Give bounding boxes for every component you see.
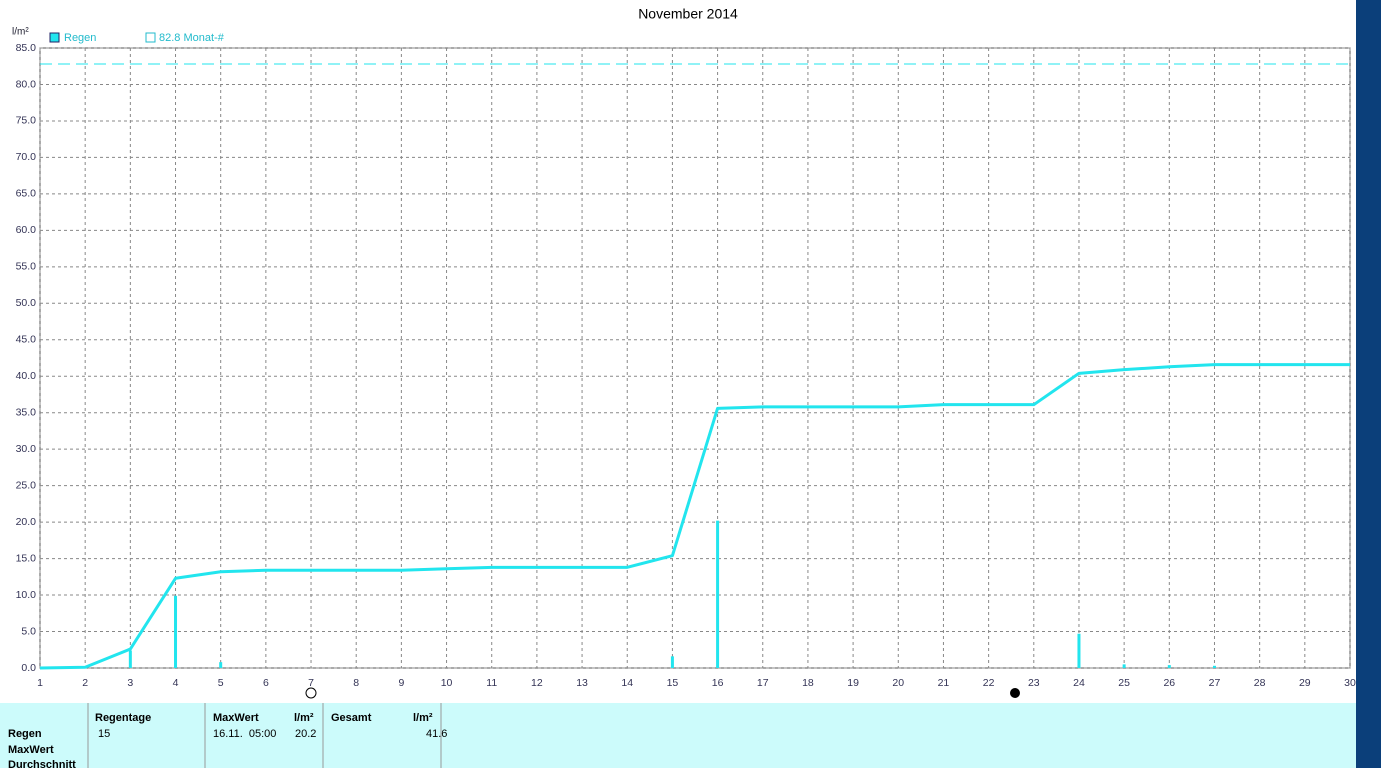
plot: 0.0 5.0 10.0 15.0 20.0 25.0 30.0 35.0 40.0 45.0 50… xyxy=(16,42,1356,689)
bar xyxy=(219,662,223,668)
cell: 20.2 xyxy=(295,728,316,740)
x-tick-label: 2 xyxy=(82,677,88,689)
x-tick-label: 9 xyxy=(398,677,404,689)
cell: 16.11. 05:00 xyxy=(213,728,276,740)
x-tick-label: 21 xyxy=(938,677,950,689)
row-label: MaxWert xyxy=(8,744,54,756)
x-tick-label: 7 xyxy=(308,677,314,689)
bar xyxy=(1122,664,1126,668)
bar xyxy=(670,656,674,668)
y-tick-label: 55.0 xyxy=(16,261,37,273)
x-tick-label: 1 xyxy=(37,677,43,689)
y-tick-label: 20.0 xyxy=(16,516,37,528)
bar xyxy=(128,650,132,668)
y-tick-label: 60.0 xyxy=(16,224,37,236)
legend-label: 82.8 Monat-# xyxy=(159,32,225,44)
y-tick-label: 45.0 xyxy=(16,334,37,346)
y-tick-label: 15.0 xyxy=(16,552,37,564)
x-tick-label: 25 xyxy=(1118,677,1130,689)
y-tick-label: 75.0 xyxy=(16,115,37,127)
column-header: l/m² xyxy=(294,712,314,724)
legend-label: Regen xyxy=(64,32,96,44)
bar xyxy=(1212,665,1216,668)
bar xyxy=(1167,665,1171,668)
x-tick-label: 13 xyxy=(576,677,588,689)
x-tick-label: 27 xyxy=(1209,677,1221,689)
x-tick-label: 8 xyxy=(353,677,359,689)
y-tick-label: 30.0 xyxy=(16,443,37,455)
summary-panel xyxy=(0,703,1356,768)
x-tick-label: 18 xyxy=(802,677,814,689)
y-tick-label: 80.0 xyxy=(16,78,37,90)
moon-full xyxy=(305,687,317,699)
legend-swatch xyxy=(145,32,156,43)
y-tick-label: 35.0 xyxy=(16,406,37,418)
y-tick-label: 5.0 xyxy=(21,625,36,637)
y-tick-label: 65.0 xyxy=(16,188,37,200)
x-tick-label: 16 xyxy=(712,677,724,689)
y-tick-label: 70.0 xyxy=(16,151,37,163)
x-tick-label: 4 xyxy=(173,677,179,689)
x-tick-label: 17 xyxy=(757,677,769,689)
x-tick-label: 15 xyxy=(667,677,679,689)
desktop-edge xyxy=(1356,0,1381,768)
y-tick-label: 85.0 xyxy=(16,42,37,54)
y-tick-label: 50.0 xyxy=(16,297,37,309)
x-tick-label: 5 xyxy=(218,677,224,689)
x-tick-label: 6 xyxy=(263,677,269,689)
moon-new xyxy=(1010,688,1020,698)
x-tick-label: 29 xyxy=(1299,677,1311,689)
row-label: Regen xyxy=(8,728,42,740)
column-header: Regentage xyxy=(95,712,151,724)
y-tick-label: 40.0 xyxy=(16,370,37,382)
x-tick-label: 20 xyxy=(892,677,904,689)
column-header: Gesamt xyxy=(331,712,372,724)
x-tick-label: 14 xyxy=(621,677,633,689)
bar xyxy=(1077,633,1081,668)
x-tick-label: 23 xyxy=(1028,677,1040,689)
x-tick-label: 19 xyxy=(847,677,859,689)
x-tick-label: 28 xyxy=(1254,677,1266,689)
x-tick-label: 12 xyxy=(531,677,543,689)
x-tick-label: 24 xyxy=(1073,677,1085,689)
x-tick-label: 10 xyxy=(441,677,453,689)
y-tick-label: 10.0 xyxy=(16,589,37,601)
x-tick-label: 11 xyxy=(486,677,497,689)
bar xyxy=(174,595,178,668)
x-tick-label: 30 xyxy=(1344,677,1356,689)
x-tick-label: 22 xyxy=(983,677,995,689)
column-header: MaxWert xyxy=(213,712,259,724)
column-header: l/m² xyxy=(413,712,433,724)
x-tick-label: 26 xyxy=(1163,677,1175,689)
series-line xyxy=(39,363,1350,670)
cell: 15 xyxy=(98,728,110,740)
x-tick-label: 3 xyxy=(127,677,133,689)
y-tick-label: 0.0 xyxy=(21,662,36,674)
legend-swatch xyxy=(49,32,60,43)
y-axis-unit: l/m² xyxy=(12,27,29,38)
bar xyxy=(716,520,720,668)
row-label: Durchschnitt xyxy=(8,759,76,768)
cell: 41.6 xyxy=(426,728,447,740)
chart-title: November 2014 xyxy=(638,6,738,22)
y-tick-label: 25.0 xyxy=(16,479,37,491)
